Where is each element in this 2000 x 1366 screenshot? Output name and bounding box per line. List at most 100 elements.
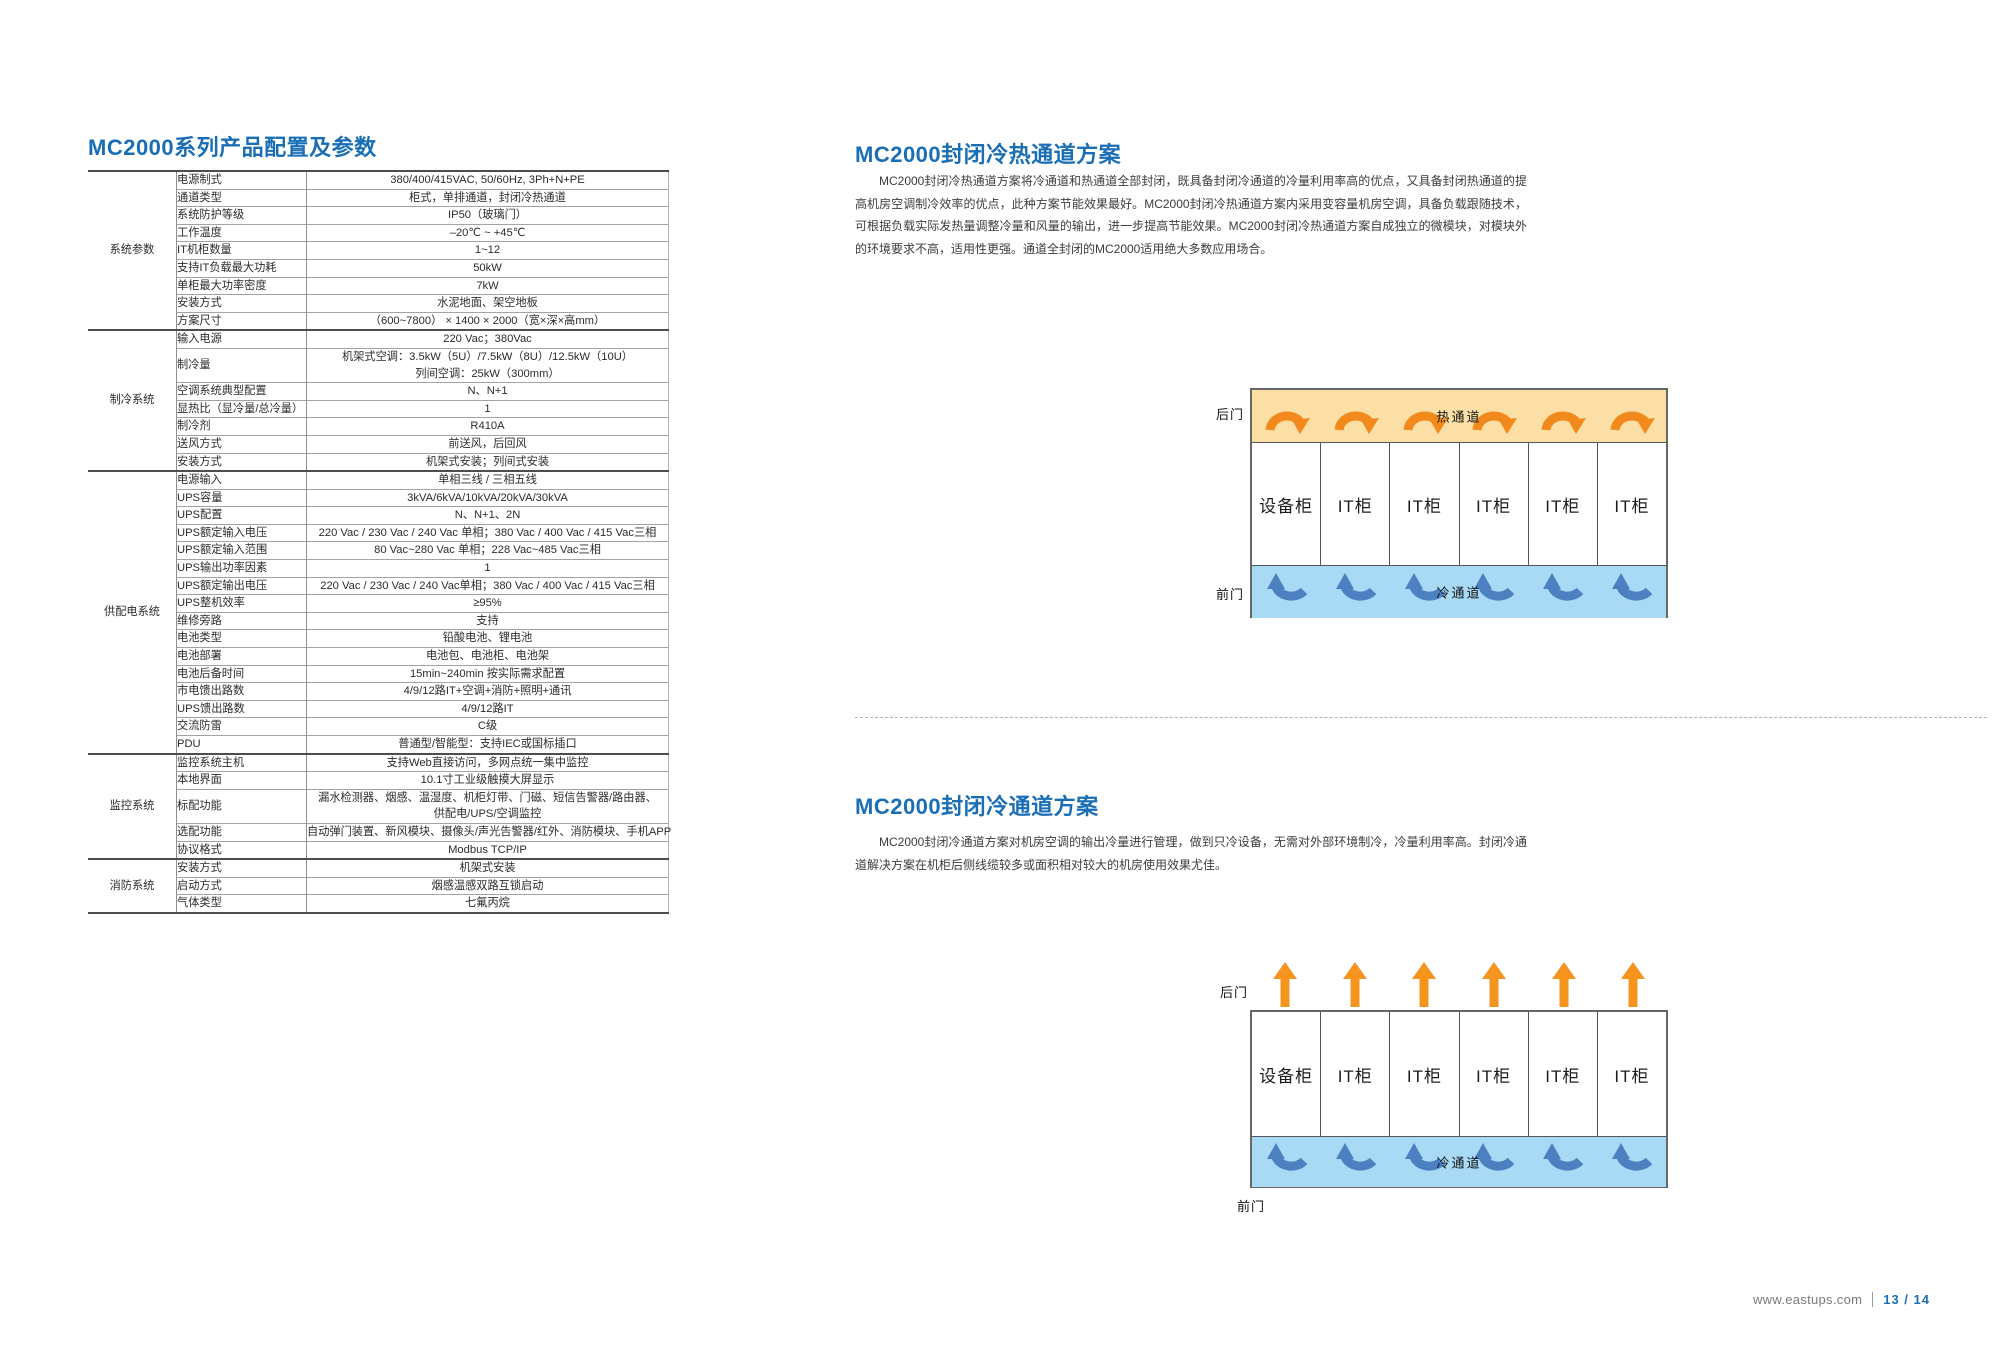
spec-label: 标配功能 [176, 788, 307, 824]
spec-value: 机架式空调：3.5kW（5U）/7.5kW（8U）/12.5kW（10U） 列间空… [306, 347, 669, 383]
spec-value: 220 Vac / 230 Vac / 240 Vac 单相；380 Vac /… [306, 523, 669, 542]
cold-airflow-icon [1266, 573, 1307, 601]
spec-value: C级 [306, 717, 669, 736]
airflow-slot [1390, 390, 1459, 442]
spec-value: 80 Vac~280 Vac 单相；228 Vac~485 Vac三相 [306, 541, 669, 560]
spec-label: UPS输出功率因素 [176, 559, 307, 578]
spec-label: 制冷剂 [176, 417, 307, 436]
table-row: 单柜最大功率密度 7kW [88, 276, 669, 295]
airflow-slot [1597, 390, 1666, 442]
cabinet-cell: IT柜 [1596, 443, 1666, 565]
spec-value: 电池包、电池柜、电池架 [306, 647, 669, 666]
table-row: 系统参数 电源制式 380/400/415VAC, 50/60Hz, 3Ph+N+P… [88, 169, 669, 331]
table-row: 消防系统 安装方式 机架式安装 [88, 858, 669, 913]
spec-value: 普通型/智能型：支持IEC或国标插口 [306, 734, 669, 754]
spec-value: 水泥地面、架空地板 [306, 294, 669, 313]
table-row: 维修旁路 支持 [88, 611, 669, 630]
cold-airflow-icon [1335, 1143, 1376, 1171]
spec-label: 气体类型 [176, 894, 307, 913]
spec-value: 10.1寸工业级触摸大屏显示 [306, 771, 669, 790]
spec-label: 送风方式 [176, 434, 307, 453]
table-row: 安装方式 水泥地面、架空地板 [88, 294, 669, 313]
spec-label: 协议格式 [176, 840, 307, 860]
rear-door-label: 后门 [1216, 407, 1245, 422]
cold-airflow-icon [1542, 1143, 1583, 1171]
cabinet-cell: IT柜 [1389, 443, 1458, 565]
spec-label: UPS额定输入范围 [176, 541, 307, 560]
up-arrow-icon [1621, 961, 1646, 1007]
spec-label: 通道类型 [176, 188, 307, 207]
spec-value: 烟感温感双路互锁启动 [306, 876, 669, 895]
airflow-slot [1390, 1137, 1459, 1187]
up-arrow-icon [1412, 961, 1437, 1007]
table-row: 通道类型 柜式，单排通道，封闭冷热通道 [88, 188, 669, 207]
table-row: 交流防雷 C级 [88, 717, 669, 736]
table-row: UPS整机效率 ≥95% [88, 594, 669, 613]
cold-airflow-icon [1266, 1143, 1307, 1171]
spec-label: 显热比（显冷量/总冷量） [176, 399, 307, 418]
cold-airflow-icon [1611, 573, 1652, 601]
spec-category: 系统参数 [88, 169, 177, 331]
cold-airflow-icon [1335, 573, 1376, 601]
page-footer: www.eastups.com 13 / 14 [1690, 1292, 1930, 1307]
spec-label: 交流防雷 [176, 717, 307, 736]
rear-door-label: 后门 [1220, 985, 1249, 1000]
spec-label: 方案尺寸 [176, 311, 307, 331]
spec-value: N、N+1 [306, 382, 669, 401]
cold-aisle-band: 冷通道 [1252, 1137, 1666, 1187]
airflow-slot [1528, 390, 1597, 442]
table-row: UPS额定输出电压 220 Vac / 230 Vac / 240 Vac单相；3… [88, 576, 669, 595]
airflow-slot [1321, 390, 1390, 442]
spec-label: UPS馈出路数 [176, 699, 307, 718]
cabinet-cell: IT柜 [1320, 443, 1389, 565]
cabinet-cell: 设备柜 [1259, 496, 1314, 516]
spec-label: 空调系统典型配置 [176, 382, 307, 401]
table-row: 气体类型 七氟丙烷 [88, 894, 669, 913]
spec-value: 380/400/415VAC, 50/60Hz, 3Ph+N+PE [306, 169, 669, 190]
table-row: IT机柜数量 1~12 [88, 241, 669, 260]
section-paragraph-cold-aisle: MC2000封闭冷通道方案对机房空调的输出冷量进行管理，做到只冷设备，无需对外部… [855, 835, 1527, 872]
table-row: 标配功能 漏水检测器、烟感、温湿度、机柜灯带、门磁、短信告警器/路由器、 供配电/U… [88, 788, 669, 824]
spec-value: Modbus TCP/IP [306, 840, 669, 860]
table-row: 工作温度 –20℃ ~ +45℃ [88, 223, 669, 242]
table-row: 选配功能 自动弹门装置、新风模块、摄像头/声光告警器/红外、消防模块、手机APP [88, 822, 671, 842]
section-title-cold-aisle: MC2000封闭冷通道方案 [855, 794, 1099, 819]
spec-label: 电源输入 [176, 470, 307, 490]
cabinet-row: 设备柜 IT柜 IT柜 IT柜 IT柜 IT柜 [1252, 442, 1666, 566]
airflow-slot [1528, 566, 1597, 618]
cabinet-cell: IT柜 [1596, 1012, 1666, 1136]
spec-label: 本地界面 [176, 771, 307, 790]
spec-table-body: 系统参数 电源制式 380/400/415VAC, 50/60Hz, 3Ph+N+P… [88, 169, 671, 913]
spec-value: N、N+1、2N [306, 506, 669, 525]
spec-value: 4/9/12路IT [306, 699, 669, 718]
spec-category: 供配电系统 [88, 470, 177, 754]
cabinet-row: 设备柜 IT柜 IT柜 IT柜 IT柜 IT柜 [1252, 1012, 1666, 1137]
cold-aisle-band: 冷通道 [1252, 566, 1666, 618]
footer-separator [1872, 1292, 1874, 1307]
cabinet-cell: IT柜 [1320, 1012, 1389, 1136]
diagram-cold-aisle: 设备柜 IT柜 IT柜 IT柜 IT柜 IT柜 冷通道 [1250, 1010, 1668, 1188]
table-row: 启动方式 烟感温感双路互锁启动 [88, 876, 669, 895]
spec-table: 系统参数 电源制式 380/400/415VAC, 50/60Hz, 3Ph+N+P… [88, 169, 671, 914]
spec-value: 七氟丙烷 [306, 894, 669, 913]
airflow-slot [1252, 390, 1321, 442]
spec-label: UPS额定输入电压 [176, 523, 307, 542]
spec-value: 支持Web直接访问，多网点统一集中监控 [306, 752, 669, 772]
spec-value: 1 [306, 399, 669, 418]
cabinet-cell: IT柜 [1527, 1012, 1597, 1136]
table-row: 空调系统典型配置 N、N+1 [88, 382, 669, 401]
hot-airflow-icon [1334, 411, 1379, 434]
table-row: 协议格式 Modbus TCP/IP [88, 840, 669, 860]
spec-label: 市电馈出路数 [176, 682, 307, 701]
airflow-slot [1528, 1137, 1597, 1187]
airflow-slot [1597, 1137, 1666, 1187]
section-title-hot-cold-aisle: MC2000封闭冷热通道方案 [855, 142, 1122, 167]
cabinet-cell: IT柜 [1458, 1012, 1528, 1136]
cold-airflow-icon [1473, 573, 1514, 601]
spec-label: UPS额定输出电压 [176, 576, 307, 595]
spec-label: 选配功能 [176, 822, 307, 842]
airflow-slot [1597, 566, 1666, 618]
page-title-spec: MC2000系列产品配置及参数 [88, 135, 377, 160]
spec-label: IT机柜数量 [176, 241, 307, 260]
table-row: UPS容量 3kVA/6kVA/10kVA/20kVA/30kVA [88, 488, 669, 507]
